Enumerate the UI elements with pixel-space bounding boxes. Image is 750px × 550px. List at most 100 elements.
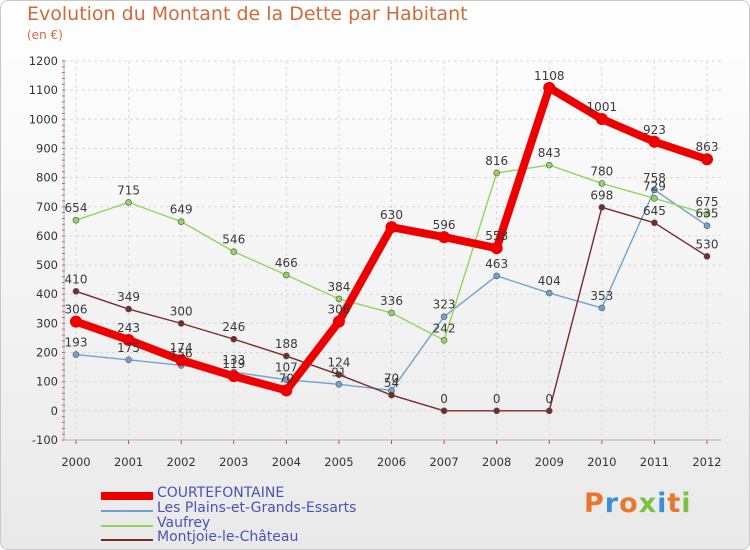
x-tick-label: 2010 <box>587 455 616 469</box>
data-label: 384 <box>327 280 350 294</box>
data-label: 306 <box>65 303 88 317</box>
data-label: 323 <box>433 298 456 312</box>
data-label: 243 <box>117 321 140 335</box>
data-point <box>280 384 293 397</box>
legend-label: COURTEFONTAINE <box>157 485 285 501</box>
x-tick-label: 2004 <box>272 455 301 469</box>
y-tick-label: 600 <box>36 229 58 243</box>
data-label: 698 <box>590 188 613 202</box>
legend-swatch <box>101 510 153 512</box>
data-label: 404 <box>538 274 561 288</box>
data-point <box>703 222 711 230</box>
data-point <box>388 391 395 399</box>
data-point <box>595 113 608 126</box>
data-label: 175 <box>117 341 140 355</box>
data-point <box>388 309 395 317</box>
data-label: 246 <box>222 320 245 334</box>
data-point <box>598 180 606 187</box>
data-label: 0 <box>440 392 448 406</box>
data-label: 193 <box>65 336 88 350</box>
data-label: 349 <box>117 290 140 304</box>
data-label: 675 <box>696 195 719 209</box>
data-point <box>545 407 553 415</box>
data-label: 1108 <box>534 69 565 83</box>
data-label: 353 <box>590 289 613 303</box>
x-tick-label: 2006 <box>377 455 406 469</box>
data-label: 188 <box>275 337 298 351</box>
data-point <box>545 289 553 297</box>
legend-label: Les Plains-et-Grands-Essarts <box>157 500 357 516</box>
data-point <box>438 231 451 244</box>
logo-letter: r <box>604 488 620 519</box>
x-tick-label: 2005 <box>324 455 353 469</box>
data-point <box>177 320 185 327</box>
data-point <box>440 313 448 320</box>
data-label: 466 <box>275 256 298 270</box>
data-label: 923 <box>643 123 666 137</box>
x-tick-label: 2008 <box>482 455 511 469</box>
data-label: 758 <box>643 171 666 185</box>
data-point <box>598 304 606 312</box>
data-point <box>72 216 80 224</box>
y-tick-label: 1200 <box>29 54 58 68</box>
legend-swatch <box>101 539 153 541</box>
logo-letter: i <box>657 488 668 519</box>
data-label: 0 <box>545 392 553 406</box>
data-label: 596 <box>433 218 456 232</box>
data-label: 242 <box>433 321 456 335</box>
chart-unit: (en €) <box>27 28 63 42</box>
data-point <box>493 169 500 177</box>
data-point <box>283 271 290 279</box>
chart-title: Evolution du Montant de la Dette par Hab… <box>27 3 468 25</box>
data-point <box>651 219 658 227</box>
y-tick-label: 400 <box>36 287 58 301</box>
data-label: 715 <box>117 183 140 197</box>
data-label: 70 <box>279 371 294 385</box>
data-point <box>651 195 658 202</box>
data-point <box>283 376 290 383</box>
data-label: 816 <box>485 154 508 168</box>
data-label: 91 <box>331 365 346 379</box>
data-label: 54 <box>384 376 399 390</box>
data-label: 70 <box>384 371 399 385</box>
data-point <box>230 248 238 255</box>
data-label: 124 <box>327 356 350 370</box>
x-tick-label: 2003 <box>219 455 248 469</box>
data-label: 863 <box>696 140 719 154</box>
data-point <box>598 204 606 211</box>
data-label: 729 <box>643 179 666 193</box>
y-tick-label: 200 <box>36 346 58 360</box>
y-tick-label: 0 <box>51 404 58 418</box>
y-tick-label: 900 <box>36 141 58 155</box>
y-tick-label: 1000 <box>29 112 58 126</box>
data-point <box>177 218 185 225</box>
data-label: 546 <box>222 233 245 247</box>
data-point <box>701 153 713 166</box>
data-point <box>543 81 556 94</box>
y-tick-label: -100 <box>32 433 58 447</box>
data-point <box>125 199 132 206</box>
data-label: 843 <box>538 146 561 160</box>
legend-swatch <box>101 492 153 500</box>
data-point <box>125 356 132 364</box>
data-point <box>335 295 343 303</box>
data-label: 780 <box>590 164 613 178</box>
data-point <box>545 161 553 169</box>
data-point <box>335 371 343 378</box>
y-tick-label: 300 <box>36 316 58 330</box>
data-label: 336 <box>380 294 403 308</box>
data-point <box>490 242 503 255</box>
proxiti-logo: Proxiti <box>584 488 692 519</box>
data-point <box>230 335 238 343</box>
legend-label: Montjoie-le-Château <box>157 529 299 545</box>
data-label: 306 <box>327 303 350 317</box>
x-tick-label: 2012 <box>692 455 721 469</box>
data-label: 107 <box>275 361 298 375</box>
data-point <box>703 210 711 218</box>
logo-letter: x <box>638 488 658 519</box>
data-point <box>703 253 711 260</box>
x-tick-label: 2002 <box>167 455 196 469</box>
data-point <box>493 272 500 280</box>
data-point <box>122 334 135 347</box>
